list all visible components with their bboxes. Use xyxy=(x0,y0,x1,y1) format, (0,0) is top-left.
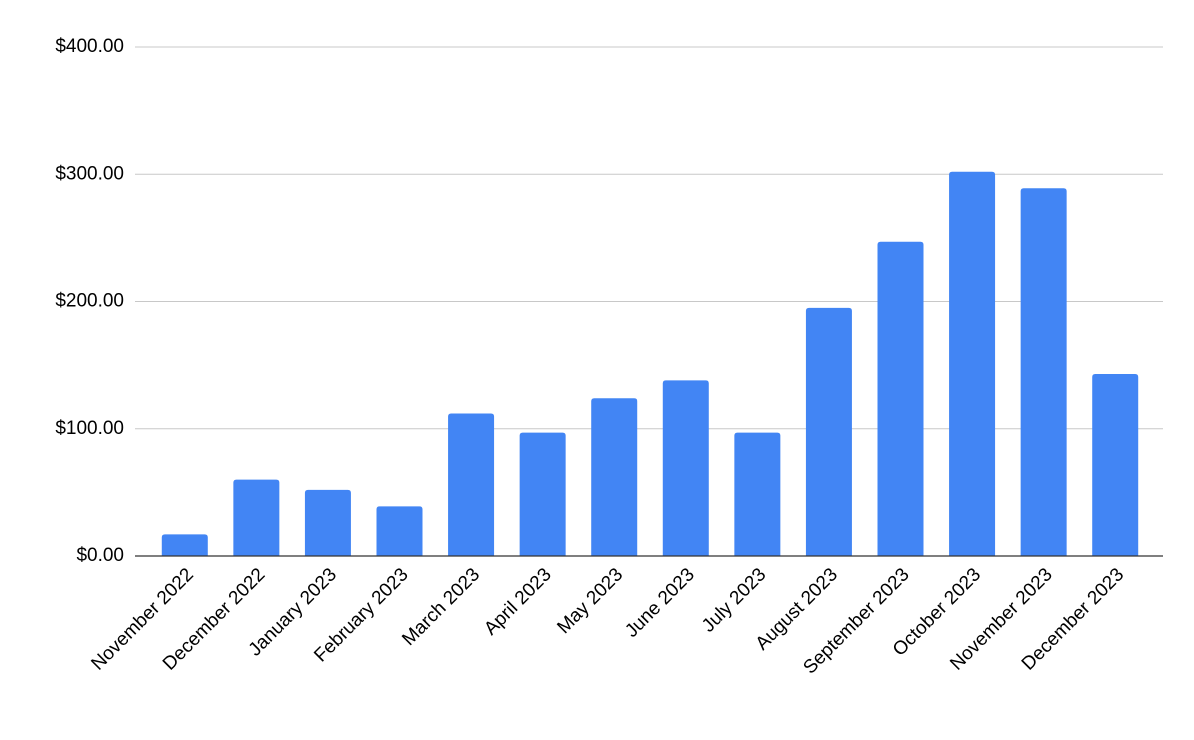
bar xyxy=(877,241,924,556)
x-tick-label: July 2023 xyxy=(698,564,770,636)
bar xyxy=(949,171,996,556)
bar xyxy=(591,398,638,556)
y-tick-label: $100.00 xyxy=(55,418,124,439)
bar xyxy=(519,432,566,556)
x-tick-label: March 2023 xyxy=(398,564,484,650)
bar xyxy=(805,307,852,556)
bar xyxy=(1020,188,1067,556)
y-tick-label: $400.00 xyxy=(55,36,124,57)
x-tick-label: May 2023 xyxy=(553,564,627,638)
bar xyxy=(662,380,709,556)
y-tick-label: $0.00 xyxy=(76,545,124,566)
bar xyxy=(233,479,280,556)
bar xyxy=(734,432,781,556)
y-tick-label: $200.00 xyxy=(55,291,124,312)
x-tick-label: April 2023 xyxy=(480,564,555,639)
bar xyxy=(161,534,208,556)
bar xyxy=(1092,374,1139,556)
y-tick-label: $300.00 xyxy=(55,163,124,184)
bar xyxy=(448,413,495,556)
bar xyxy=(304,489,351,556)
x-tick-label: June 2023 xyxy=(621,564,699,642)
bar xyxy=(376,506,423,556)
